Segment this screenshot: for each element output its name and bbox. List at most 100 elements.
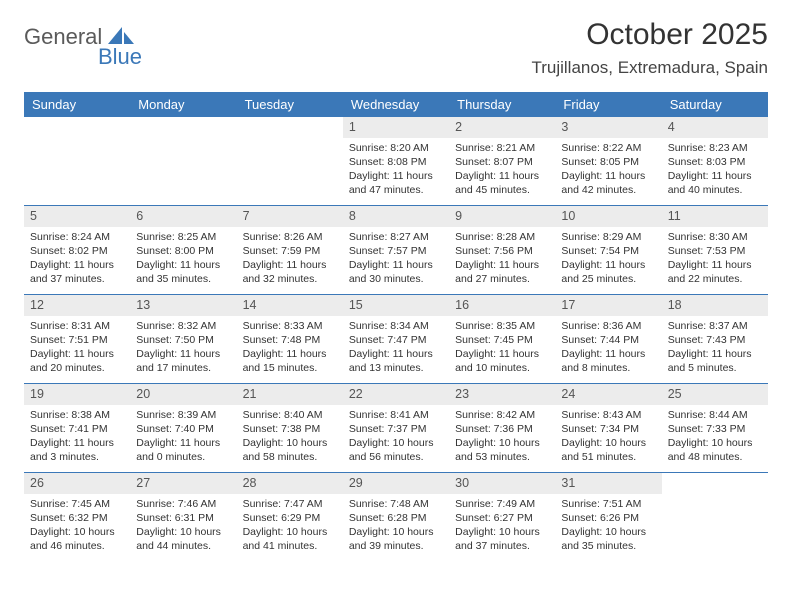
sunset-line: Sunset: 7:47 PM [349,333,443,347]
day-cell: 5Sunrise: 8:24 AMSunset: 8:02 PMDaylight… [24,206,130,294]
weeks-container: 1Sunrise: 8:20 AMSunset: 8:08 PMDaylight… [24,117,768,561]
week-row: 26Sunrise: 7:45 AMSunset: 6:32 PMDayligh… [24,473,768,561]
blank-cell [130,117,236,205]
day-detail: Sunrise: 8:30 AMSunset: 7:53 PMDaylight:… [662,227,768,293]
sunset-line: Sunset: 7:44 PM [561,333,655,347]
sunset-line: Sunset: 8:08 PM [349,155,443,169]
day-cell: 10Sunrise: 8:29 AMSunset: 7:54 PMDayligh… [555,206,661,294]
day-number: 10 [555,206,661,227]
day-number: 28 [237,473,343,494]
sunrise-line: Sunrise: 8:35 AM [455,319,549,333]
daylight-line: Daylight: 10 hours and 48 minutes. [668,436,762,464]
sunset-line: Sunset: 7:45 PM [455,333,549,347]
sunrise-line: Sunrise: 8:28 AM [455,230,549,244]
day-cell: 1Sunrise: 8:20 AMSunset: 8:08 PMDaylight… [343,117,449,205]
day-cell: 20Sunrise: 8:39 AMSunset: 7:40 PMDayligh… [130,384,236,472]
week-row: 5Sunrise: 8:24 AMSunset: 8:02 PMDaylight… [24,206,768,295]
daylight-line: Daylight: 11 hours and 15 minutes. [243,347,337,375]
day-detail: Sunrise: 8:34 AMSunset: 7:47 PMDaylight:… [343,316,449,382]
day-detail: Sunrise: 8:26 AMSunset: 7:59 PMDaylight:… [237,227,343,293]
daylight-line: Daylight: 11 hours and 17 minutes. [136,347,230,375]
day-number: 24 [555,384,661,405]
blank-cell [662,473,768,561]
dayname-thursday: Thursday [449,92,555,117]
day-detail: Sunrise: 8:39 AMSunset: 7:40 PMDaylight:… [130,405,236,471]
day-number: 27 [130,473,236,494]
day-detail: Sunrise: 8:21 AMSunset: 8:07 PMDaylight:… [449,138,555,204]
day-cell: 12Sunrise: 8:31 AMSunset: 7:51 PMDayligh… [24,295,130,383]
dayname-wednesday: Wednesday [343,92,449,117]
day-number: 25 [662,384,768,405]
day-number: 30 [449,473,555,494]
day-number: 19 [24,384,130,405]
day-cell: 7Sunrise: 8:26 AMSunset: 7:59 PMDaylight… [237,206,343,294]
day-number: 17 [555,295,661,316]
day-number: 6 [130,206,236,227]
daylight-line: Daylight: 10 hours and 56 minutes. [349,436,443,464]
day-cell: 26Sunrise: 7:45 AMSunset: 6:32 PMDayligh… [24,473,130,561]
daylight-line: Daylight: 10 hours and 51 minutes. [561,436,655,464]
sunset-line: Sunset: 6:26 PM [561,511,655,525]
day-cell: 15Sunrise: 8:34 AMSunset: 7:47 PMDayligh… [343,295,449,383]
day-detail: Sunrise: 8:38 AMSunset: 7:41 PMDaylight:… [24,405,130,471]
sunset-line: Sunset: 8:02 PM [30,244,124,258]
day-detail: Sunrise: 7:46 AMSunset: 6:31 PMDaylight:… [130,494,236,560]
sunset-line: Sunset: 7:38 PM [243,422,337,436]
day-number: 9 [449,206,555,227]
daylight-line: Daylight: 10 hours and 44 minutes. [136,525,230,553]
day-cell: 9Sunrise: 8:28 AMSunset: 7:56 PMDaylight… [449,206,555,294]
daylight-line: Daylight: 10 hours and 58 minutes. [243,436,337,464]
sunrise-line: Sunrise: 8:36 AM [561,319,655,333]
day-detail: Sunrise: 8:25 AMSunset: 8:00 PMDaylight:… [130,227,236,293]
sunrise-line: Sunrise: 8:22 AM [561,141,655,155]
sunrise-line: Sunrise: 8:26 AM [243,230,337,244]
sunrise-line: Sunrise: 8:44 AM [668,408,762,422]
day-number: 31 [555,473,661,494]
day-cell: 21Sunrise: 8:40 AMSunset: 7:38 PMDayligh… [237,384,343,472]
sunset-line: Sunset: 6:28 PM [349,511,443,525]
sunrise-line: Sunrise: 8:39 AM [136,408,230,422]
day-number: 13 [130,295,236,316]
daylight-line: Daylight: 10 hours and 37 minutes. [455,525,549,553]
sunrise-line: Sunrise: 8:27 AM [349,230,443,244]
day-cell: 23Sunrise: 8:42 AMSunset: 7:36 PMDayligh… [449,384,555,472]
day-detail: Sunrise: 8:29 AMSunset: 7:54 PMDaylight:… [555,227,661,293]
day-number: 8 [343,206,449,227]
month-title: October 2025 [531,18,768,52]
day-cell: 27Sunrise: 7:46 AMSunset: 6:31 PMDayligh… [130,473,236,561]
day-detail: Sunrise: 8:37 AMSunset: 7:43 PMDaylight:… [662,316,768,382]
location-subtitle: Trujillanos, Extremadura, Spain [531,58,768,78]
calendar: SundayMondayTuesdayWednesdayThursdayFrid… [24,92,768,561]
daylight-line: Daylight: 11 hours and 37 minutes. [30,258,124,286]
sunrise-line: Sunrise: 8:24 AM [30,230,124,244]
day-number: 20 [130,384,236,405]
day-detail: Sunrise: 8:42 AMSunset: 7:36 PMDaylight:… [449,405,555,471]
sunset-line: Sunset: 6:29 PM [243,511,337,525]
daylight-line: Daylight: 11 hours and 35 minutes. [136,258,230,286]
day-number: 22 [343,384,449,405]
sunset-line: Sunset: 7:37 PM [349,422,443,436]
sunset-line: Sunset: 7:54 PM [561,244,655,258]
logo-text-general: General [24,24,102,50]
day-cell: 22Sunrise: 8:41 AMSunset: 7:37 PMDayligh… [343,384,449,472]
daylight-line: Daylight: 11 hours and 45 minutes. [455,169,549,197]
sunset-line: Sunset: 7:56 PM [455,244,549,258]
sunset-line: Sunset: 7:33 PM [668,422,762,436]
day-detail: Sunrise: 8:43 AMSunset: 7:34 PMDaylight:… [555,405,661,471]
title-block: October 2025 Trujillanos, Extremadura, S… [531,18,768,78]
day-cell: 18Sunrise: 8:37 AMSunset: 7:43 PMDayligh… [662,295,768,383]
daylight-line: Daylight: 10 hours and 53 minutes. [455,436,549,464]
day-cell: 14Sunrise: 8:33 AMSunset: 7:48 PMDayligh… [237,295,343,383]
sunrise-line: Sunrise: 7:49 AM [455,497,549,511]
week-row: 12Sunrise: 8:31 AMSunset: 7:51 PMDayligh… [24,295,768,384]
day-detail: Sunrise: 8:27 AMSunset: 7:57 PMDaylight:… [343,227,449,293]
sunset-line: Sunset: 7:41 PM [30,422,124,436]
day-cell: 16Sunrise: 8:35 AMSunset: 7:45 PMDayligh… [449,295,555,383]
day-number: 18 [662,295,768,316]
sunrise-line: Sunrise: 7:45 AM [30,497,124,511]
day-number: 4 [662,117,768,138]
sunrise-line: Sunrise: 7:48 AM [349,497,443,511]
day-number: 14 [237,295,343,316]
daylight-line: Daylight: 11 hours and 3 minutes. [30,436,124,464]
day-cell: 4Sunrise: 8:23 AMSunset: 8:03 PMDaylight… [662,117,768,205]
